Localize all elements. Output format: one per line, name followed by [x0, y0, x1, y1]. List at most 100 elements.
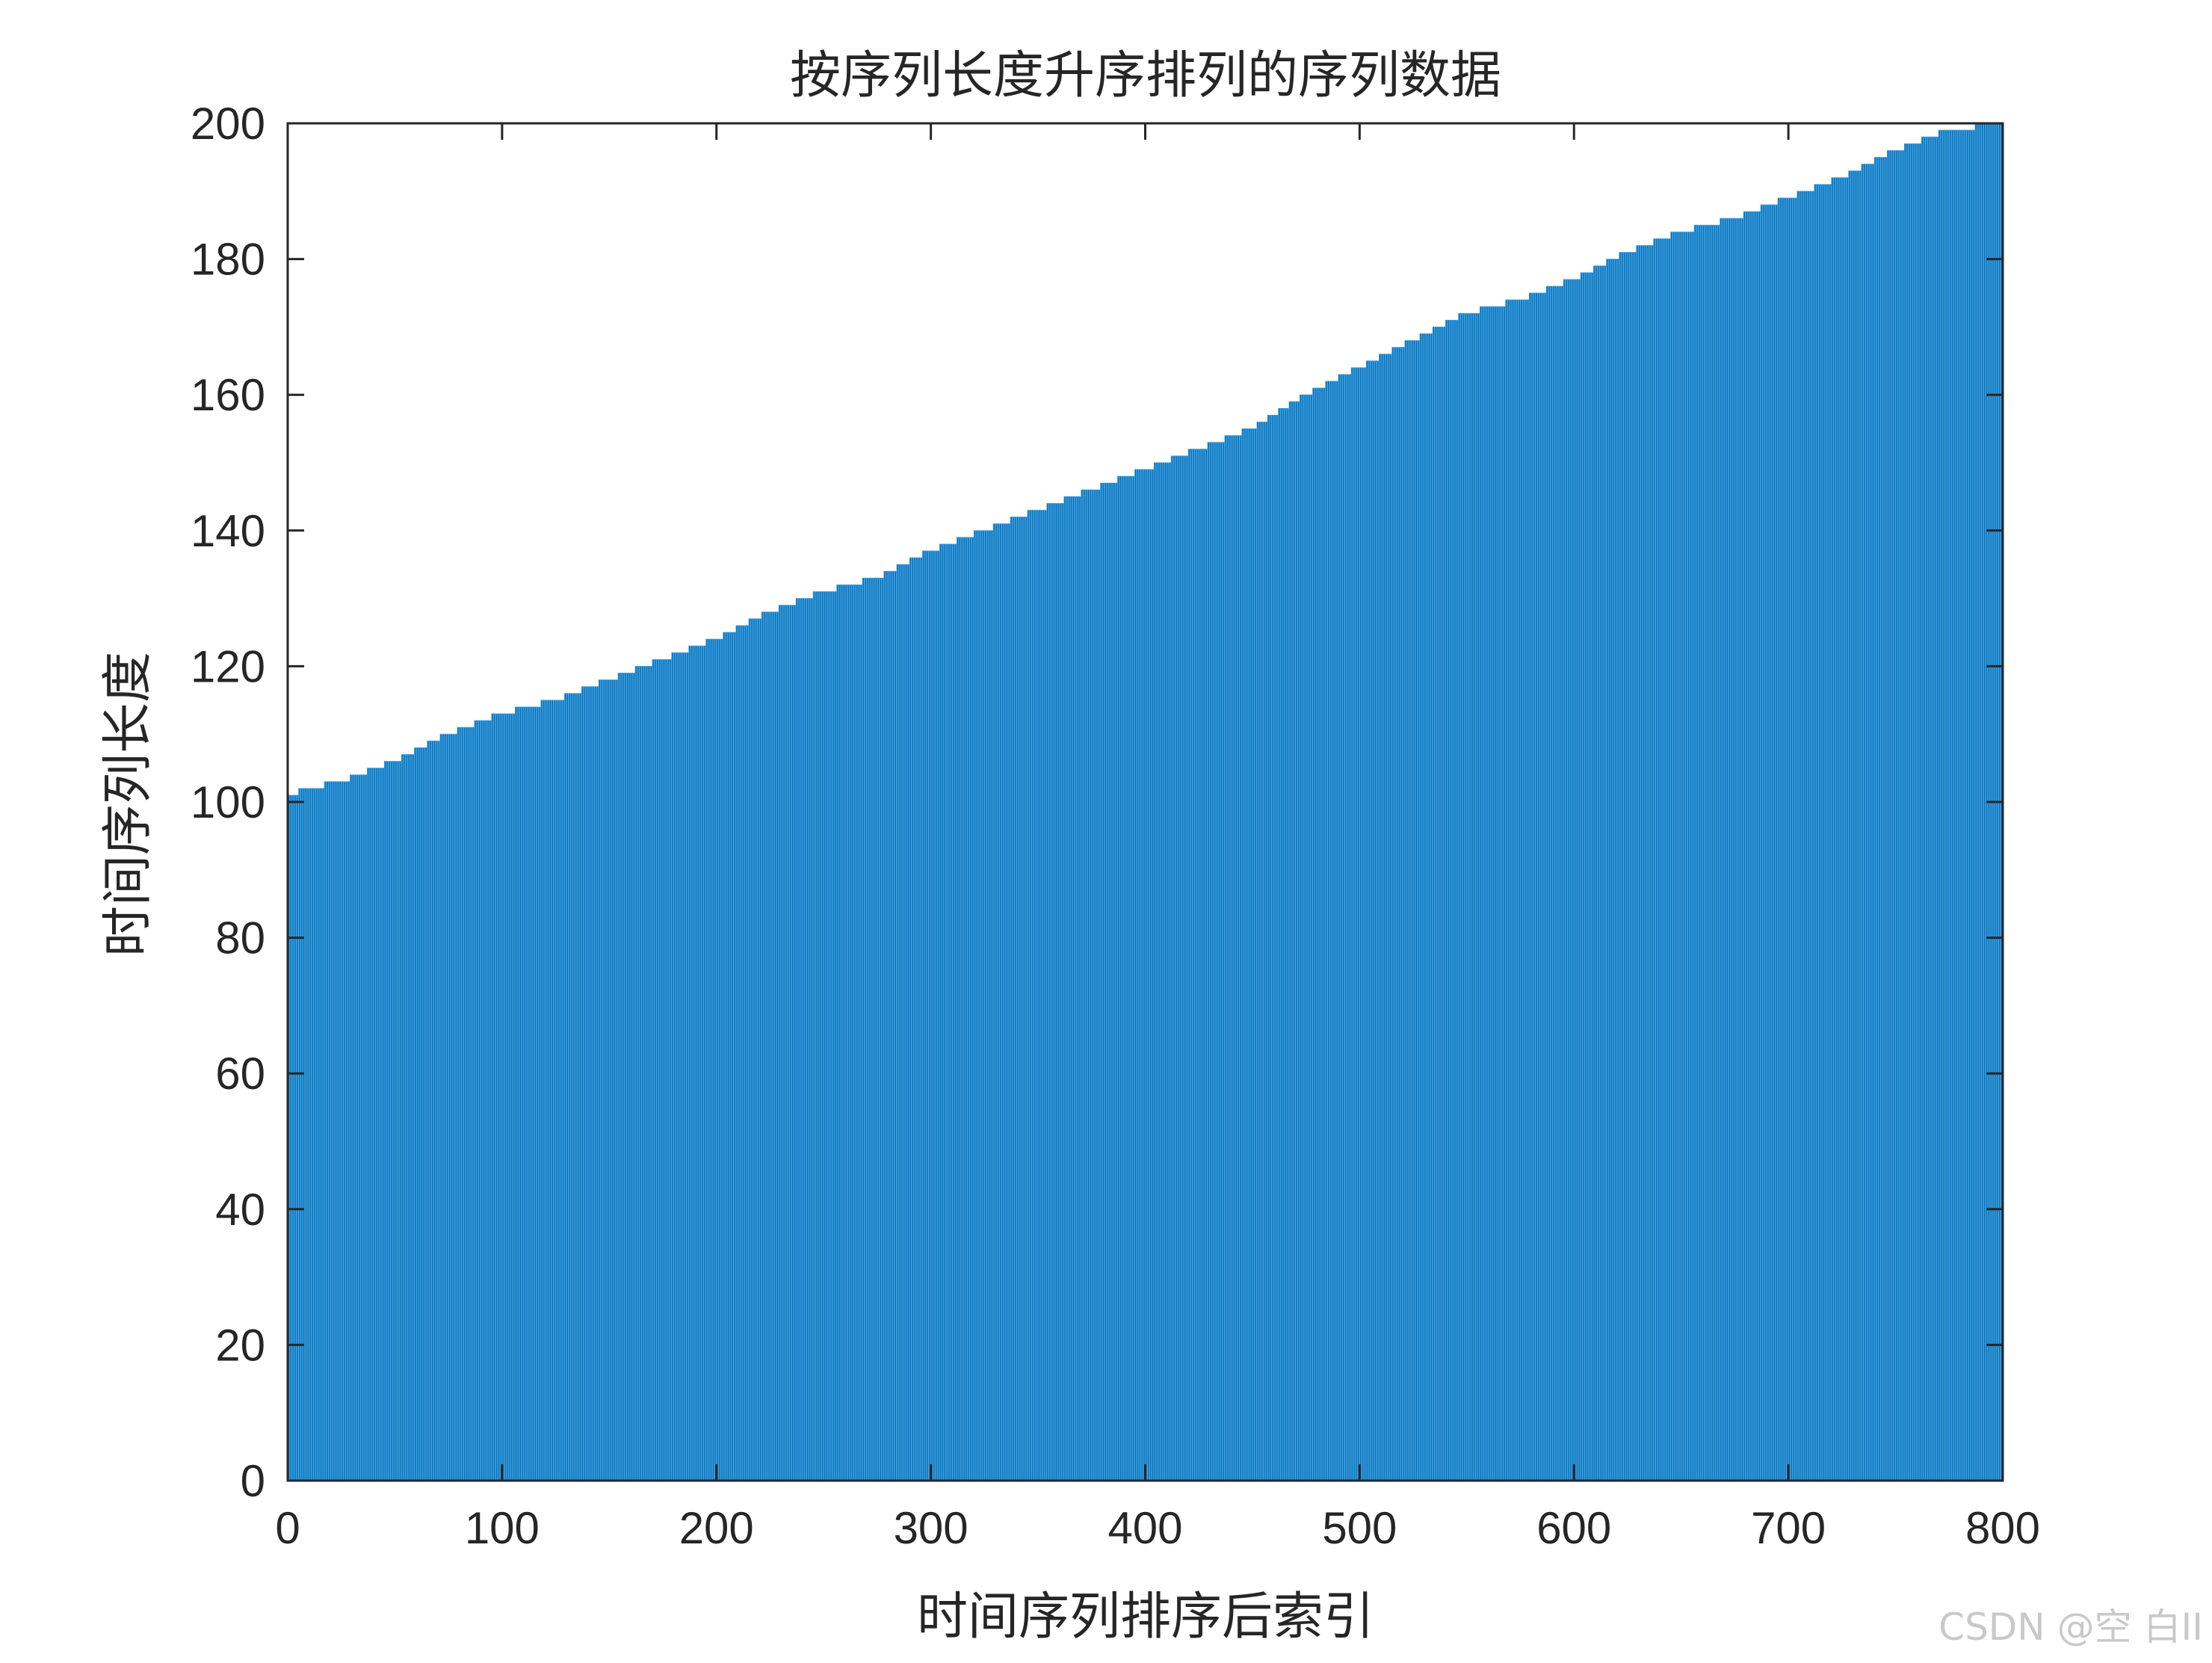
bar: [1494, 306, 1498, 1481]
bar: [304, 788, 307, 1481]
bar: [1608, 259, 1611, 1481]
bar: [632, 673, 635, 1481]
bar: [1820, 184, 1823, 1481]
bar: [336, 781, 339, 1481]
bar: [1098, 489, 1101, 1481]
bar: [1059, 503, 1062, 1481]
bar: [699, 645, 702, 1481]
bar: [1876, 156, 1879, 1481]
bar: [780, 605, 783, 1481]
bar: [360, 774, 363, 1481]
bar: [851, 584, 854, 1481]
bar: [1569, 279, 1572, 1481]
bar: [371, 768, 374, 1481]
bar: [1625, 252, 1628, 1481]
bar: [1897, 149, 1900, 1481]
bar: [514, 706, 518, 1481]
bar: [1691, 231, 1695, 1481]
bar: [388, 761, 391, 1481]
bar: [1181, 455, 1184, 1481]
bar: [1636, 245, 1639, 1481]
bar: [1642, 245, 1646, 1481]
bar: [654, 658, 657, 1481]
bar: [1054, 503, 1057, 1481]
bar: [1520, 299, 1523, 1481]
bar: [877, 577, 880, 1481]
bar: [407, 754, 410, 1481]
bar: [585, 686, 588, 1481]
bar: [733, 632, 736, 1481]
bar: [1786, 197, 1789, 1481]
bar: [1888, 149, 1891, 1481]
bar: [1158, 462, 1161, 1481]
bar: [1790, 197, 1793, 1481]
bar: [1814, 184, 1817, 1481]
bar: [785, 605, 788, 1481]
bar: [787, 605, 790, 1481]
bar: [624, 673, 627, 1481]
bar: [656, 658, 659, 1481]
bar: [1125, 475, 1128, 1481]
bar: [311, 788, 314, 1481]
bar: [1089, 489, 1092, 1481]
bar: [977, 530, 980, 1481]
bar: [319, 788, 323, 1481]
bar: [1340, 374, 1343, 1481]
bar: [669, 658, 672, 1481]
bar: [1696, 224, 1699, 1481]
bar: [607, 679, 610, 1481]
bar: [1627, 252, 1630, 1481]
bar: [817, 591, 820, 1481]
bar: [1400, 347, 1403, 1481]
bar: [1705, 224, 1708, 1481]
bar: [1545, 286, 1548, 1481]
bar: [1576, 279, 1579, 1481]
bar: [1885, 156, 1888, 1481]
bar: [1644, 245, 1647, 1481]
bar: [427, 740, 430, 1481]
bar: [420, 747, 423, 1481]
bar: [1777, 197, 1780, 1481]
bar: [1803, 191, 1806, 1481]
bar: [1342, 374, 1345, 1481]
bar: [1297, 401, 1300, 1481]
bar: [1749, 211, 1752, 1481]
bar: [1616, 259, 1619, 1481]
bar: [847, 584, 850, 1481]
bar: [1811, 191, 1814, 1481]
bar: [1981, 123, 1984, 1481]
bar: [1715, 224, 1718, 1481]
bar: [1239, 435, 1242, 1481]
bar: [583, 686, 586, 1481]
bar: [1231, 435, 1234, 1481]
bar: [973, 530, 976, 1481]
bar: [1276, 415, 1279, 1481]
bar: [735, 625, 738, 1481]
bar: [1649, 245, 1652, 1481]
bar: [1222, 442, 1225, 1481]
bar: [1263, 422, 1266, 1481]
bar: [945, 543, 948, 1481]
bar: [1822, 184, 1826, 1481]
bar: [965, 537, 968, 1481]
bar: [761, 611, 764, 1481]
bar: [528, 706, 531, 1481]
bar: [1824, 184, 1827, 1481]
bar: [1557, 286, 1560, 1481]
bar: [1316, 387, 1319, 1481]
bar: [1355, 367, 1358, 1481]
bar: [678, 652, 681, 1481]
bar: [1441, 326, 1444, 1481]
bar: [1151, 469, 1155, 1481]
bar: [328, 781, 331, 1481]
bar: [351, 774, 355, 1481]
bar: [1903, 143, 1907, 1481]
bar: [1610, 259, 1613, 1481]
bar: [1584, 272, 1587, 1481]
bar: [1325, 380, 1328, 1481]
bar: [1143, 469, 1146, 1481]
bar: [1217, 442, 1221, 1481]
bar: [645, 666, 649, 1481]
bar: [1249, 428, 1253, 1481]
bar: [568, 693, 571, 1481]
